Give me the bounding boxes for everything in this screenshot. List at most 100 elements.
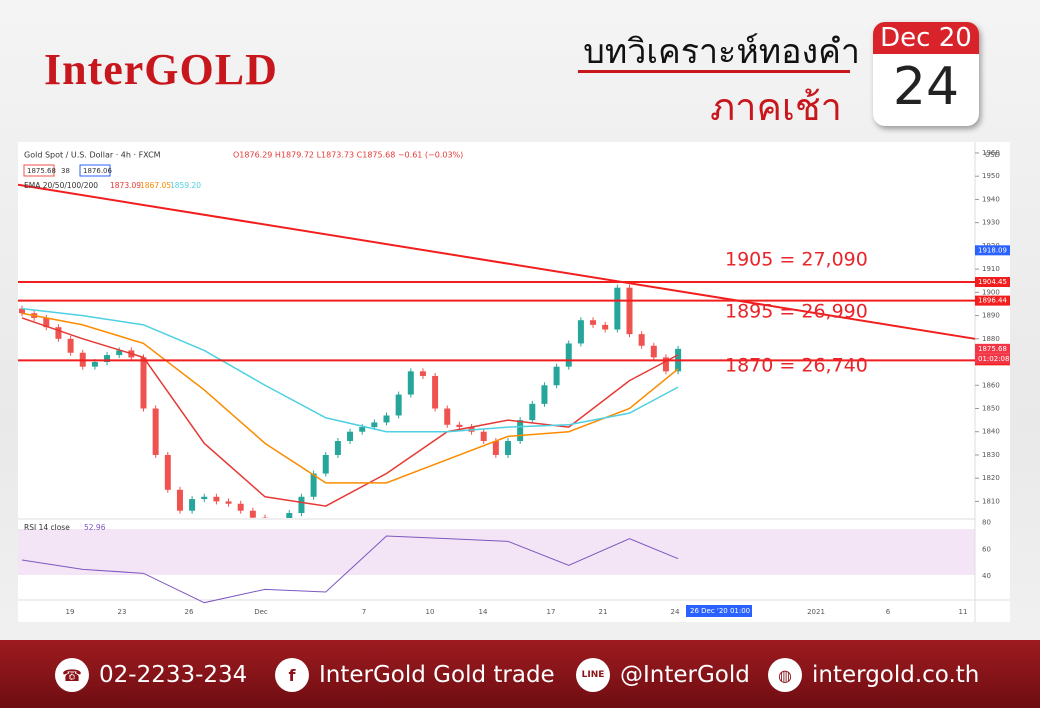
quote-text: 38 [61,167,70,175]
candle [359,427,366,432]
underline [578,70,850,73]
x-tick-label: 14 [479,608,488,616]
countdown: 01:02:08 [978,355,1009,363]
y-tick-label: 1820 [982,474,1000,482]
candle [492,441,499,455]
candle [614,287,621,330]
facebook-text: InterGold Gold trade [319,662,555,688]
price-tag [975,245,1010,256]
candle [91,362,98,367]
cursor-date: 26 Dec '20 01:00 [690,607,750,615]
price-tag-label: 1918.09 [978,246,1007,254]
candle [43,317,50,328]
ema-legend: EMA 20/50/100/200 [24,181,98,190]
x-tick-label: 21 [599,608,608,616]
subtitle: ภาคเช้า [710,85,842,129]
countdown-bg [975,353,1010,364]
line: LINE @InterGold [576,658,750,692]
candle [517,420,524,442]
logo: InterGOLD [44,45,278,94]
calendar-month: Dec 20 [873,22,979,54]
candle [237,503,244,511]
candle [395,394,402,416]
y-tick-label: 1890 [982,312,1000,320]
phone-text: 02-2233-234 [99,662,248,688]
trendline [18,183,976,340]
y-tick-label: 1850 [982,404,1000,412]
currency: USD [985,151,1000,159]
candle [347,431,354,442]
ema-value: 1867.05 [140,181,171,190]
rsi-line [21,535,679,604]
y-tick-label: 1930 [982,219,1000,227]
ema-line [21,317,679,507]
candle [541,385,548,404]
symbol: Gold Spot / U.S. Dollar · 4h · FXCM [24,151,161,160]
candle [590,320,597,325]
rsi-tick-label: 40 [982,572,991,580]
y-tick-label: 1910 [982,265,1000,273]
price-tag [975,277,1010,288]
price-tag [975,295,1010,306]
candle [116,350,123,356]
candle [19,308,25,314]
calendar: Dec 20 24 [873,22,979,126]
candle [322,454,329,474]
candle [140,357,147,409]
candle [298,496,305,514]
annotation: 1905 = 27,090 [725,249,868,271]
x-tick-label: 23 [118,608,127,616]
quote-box [23,164,55,177]
candle [201,496,208,500]
candle [383,415,390,423]
candle [602,324,609,330]
candle [553,366,560,386]
candle [565,343,572,367]
x-tick-label: 10 [426,608,435,616]
website: ◍ intergold.co.th [768,658,979,692]
x-tick-label: Dec [254,608,268,616]
x-tick-label: 6 [886,608,891,616]
quote-box [79,164,111,177]
footer: ☎ 02-2233-234 f InterGold Gold trade LINE @… [0,640,1040,708]
candle [456,424,463,428]
y-tick-label: 1940 [982,195,1000,203]
ema-value: 1859.20 [170,181,201,190]
candle [407,371,414,395]
ema-value: 1873.09 [110,181,141,190]
candle [310,473,317,497]
candle [286,513,293,518]
candle [67,338,74,353]
candle [213,496,220,502]
candle [626,287,633,335]
title: บทวิเคราะห์ทองคำ [583,32,860,72]
ema-line [21,307,679,433]
y-tick-label: 1960 [982,149,1000,157]
candle [152,408,159,455]
candle [225,501,232,504]
candle [104,355,111,363]
candle [505,441,511,455]
y-tick-label: 1900 [982,288,1000,296]
candle [189,499,196,511]
candle [650,345,657,358]
y-tick-label: 1830 [982,451,1000,459]
quote-text: 1876.06 [83,167,112,175]
candle [176,489,183,511]
rsi-tick-label: 80 [982,519,991,527]
y-tick-label: 1860 [982,381,1000,389]
ohlc: O1876.29 H1879.72 L1873.73 C1875.68 −0.6… [233,151,463,160]
candle [638,334,645,346]
x-tick-label: 19 [66,608,75,616]
candle [577,320,584,344]
candle [371,422,378,428]
website-text: intergold.co.th [812,662,980,688]
candle [432,375,439,409]
rsi-band [18,529,975,575]
y-tick-label: 1810 [982,497,1000,505]
y-tick-label: 1880 [982,335,1000,343]
price-tag [975,343,1010,354]
price-tag-label: 1904.45 [978,278,1007,286]
x-tick-label: 11 [959,608,968,616]
